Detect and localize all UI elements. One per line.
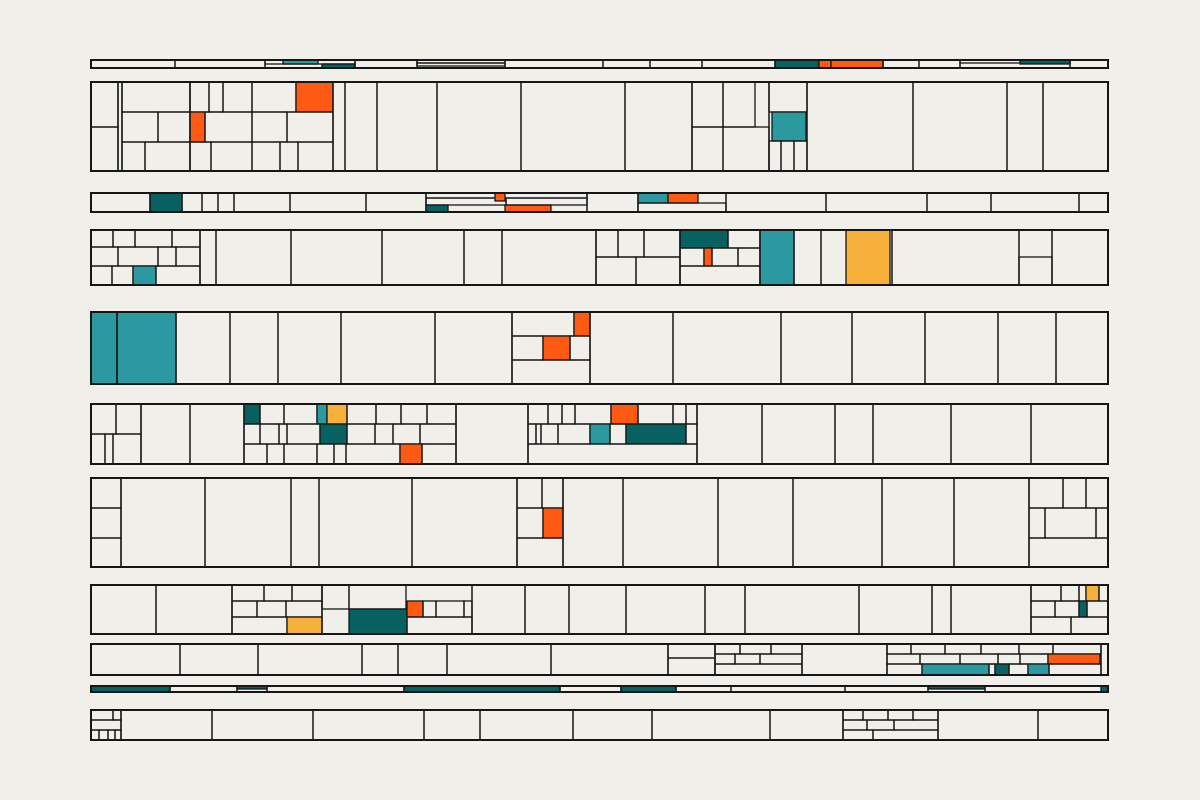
- band-3: [90, 192, 1109, 213]
- band-6: [90, 403, 1109, 465]
- band-8: [90, 584, 1109, 635]
- band-frame: [90, 709, 1109, 741]
- band-frame: [90, 685, 1109, 693]
- filled-cell: [295, 81, 334, 113]
- band-2: [90, 81, 1109, 172]
- filled-cell: [573, 311, 591, 337]
- filled-cell: [774, 59, 820, 69]
- filled-cell: [116, 311, 177, 385]
- band-frame: [90, 81, 1109, 172]
- filled-cell: [589, 423, 611, 445]
- filled-cell: [994, 663, 1010, 676]
- filled-cell: [399, 443, 423, 465]
- filled-cell: [1027, 663, 1050, 676]
- band-frame: [90, 584, 1109, 635]
- filled-cell: [542, 507, 564, 539]
- band-5: [90, 311, 1109, 385]
- filled-cell: [1085, 584, 1100, 602]
- filled-cell: [1078, 600, 1088, 618]
- filled-cell: [830, 59, 884, 69]
- filled-cell: [610, 403, 639, 425]
- band-frame: [90, 403, 1109, 465]
- band-group: [90, 59, 1109, 741]
- band-1: [90, 59, 1109, 69]
- band-frame: [90, 477, 1109, 568]
- filled-cell: [319, 423, 348, 445]
- filled-cell: [243, 403, 261, 425]
- filled-cell: [771, 111, 807, 142]
- filled-cell: [504, 204, 552, 213]
- filled-cell: [667, 192, 699, 204]
- band-11: [90, 709, 1109, 741]
- band-frame: [90, 229, 1109, 286]
- filled-cell: [1047, 653, 1101, 665]
- band-4: [90, 229, 1109, 286]
- filled-cell: [406, 600, 424, 618]
- filled-cell: [189, 111, 206, 143]
- band-frame: [90, 192, 1109, 213]
- filled-cell: [703, 247, 713, 267]
- filled-cell: [542, 335, 571, 361]
- filled-cell: [425, 204, 449, 213]
- filled-cell: [286, 616, 323, 635]
- filled-cell: [326, 403, 348, 425]
- band-10: [90, 685, 1109, 693]
- band-9: [90, 643, 1109, 676]
- band-7: [90, 477, 1109, 568]
- filled-cell: [921, 663, 990, 676]
- filled-cell: [818, 59, 832, 69]
- filled-cell: [679, 229, 729, 249]
- filled-cell: [625, 423, 687, 445]
- filled-cell: [845, 229, 891, 286]
- filled-cell: [494, 192, 506, 202]
- filled-cell: [90, 311, 118, 385]
- filled-cell: [759, 229, 795, 286]
- band-frame: [90, 643, 1109, 676]
- filled-cell: [348, 608, 408, 635]
- band-frame: [90, 59, 1109, 69]
- filled-cell: [637, 192, 669, 204]
- filled-cell: [149, 192, 183, 213]
- filled-cell: [316, 403, 328, 425]
- band-frame: [90, 311, 1109, 385]
- filled-cell: [132, 265, 157, 286]
